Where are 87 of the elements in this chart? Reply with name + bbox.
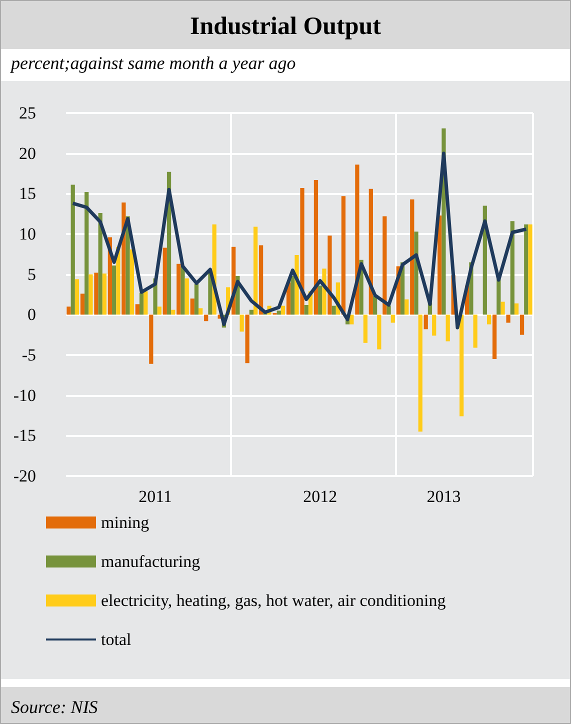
bar	[276, 310, 281, 315]
bar	[341, 196, 346, 315]
bar	[184, 278, 189, 315]
bar	[446, 314, 450, 342]
bar	[144, 291, 148, 315]
bar	[432, 314, 436, 336]
y-tick-label: 10	[19, 224, 36, 244]
bar	[194, 284, 199, 315]
source-note: Source: NIS	[1, 687, 570, 723]
bar	[300, 188, 304, 315]
bar	[528, 224, 532, 315]
legend-label: electricity, heating, gas, hot water, air conditioning	[101, 591, 446, 610]
bar	[382, 216, 387, 315]
bar	[180, 266, 185, 315]
bar	[520, 314, 524, 335]
bar	[84, 192, 89, 315]
bar	[328, 236, 332, 315]
bar	[304, 304, 308, 315]
x-tick-label: 2013	[426, 487, 461, 506]
chart-title: Industrial Output	[1, 1, 570, 49]
bar	[249, 310, 254, 315]
y-tick-label: -5	[22, 346, 36, 364]
bar	[190, 298, 194, 315]
bar	[438, 215, 442, 315]
bar	[149, 314, 154, 364]
bar	[524, 224, 528, 315]
bar	[66, 306, 71, 315]
bar	[70, 184, 75, 315]
bar	[112, 265, 116, 315]
y-tick-label: -20	[13, 466, 36, 486]
bar	[135, 304, 140, 315]
bar	[363, 314, 368, 343]
bar	[386, 306, 391, 315]
bar	[258, 245, 264, 315]
bar	[514, 303, 519, 315]
bar	[424, 314, 428, 330]
bar	[162, 248, 167, 315]
bar	[496, 279, 501, 315]
bar	[414, 232, 418, 315]
chart-subtitle: percent;against same month a year ago	[9, 52, 297, 75]
bar	[176, 264, 181, 315]
bar	[473, 314, 478, 348]
y-tick-label: 0	[28, 305, 36, 324]
bar	[492, 314, 497, 360]
x-tick-label: 2011	[138, 487, 172, 506]
bar	[253, 226, 258, 315]
bar	[506, 314, 510, 323]
bar	[314, 180, 318, 315]
bar	[350, 314, 354, 324]
bar	[486, 314, 492, 324]
y-tick-label: -15	[13, 426, 36, 446]
bar	[94, 272, 98, 315]
bar	[139, 292, 144, 315]
bar	[418, 314, 422, 432]
y-tick-label: 5	[28, 264, 36, 284]
bar	[88, 274, 93, 315]
bar	[157, 306, 162, 315]
bar	[390, 314, 395, 323]
x-tick-label: 2012	[303, 487, 338, 506]
bar	[318, 286, 322, 315]
line-series	[71, 152, 528, 330]
bar	[368, 188, 373, 315]
bar	[240, 314, 244, 332]
legend-label: total	[101, 630, 132, 649]
bar	[171, 310, 176, 315]
bar	[80, 294, 85, 315]
bar	[500, 302, 505, 315]
bar	[204, 314, 208, 322]
bar	[460, 314, 464, 416]
legend-label: mining	[101, 513, 150, 532]
bar	[372, 296, 378, 315]
y-tick-label: 25	[19, 104, 36, 122]
bar	[404, 299, 409, 315]
bar	[74, 279, 80, 315]
y-tick-label: 20	[19, 144, 36, 163]
legend-label: manufacturing	[101, 552, 201, 571]
bar	[410, 199, 414, 315]
bar	[198, 308, 203, 315]
bar	[290, 276, 295, 315]
bar	[245, 314, 250, 364]
bar	[102, 274, 107, 315]
y-tick-label: 15	[19, 184, 36, 204]
bar	[280, 306, 286, 315]
bar	[130, 249, 134, 315]
bar	[332, 306, 336, 315]
y-tick-label: -10	[13, 386, 36, 405]
bar	[377, 314, 382, 350]
